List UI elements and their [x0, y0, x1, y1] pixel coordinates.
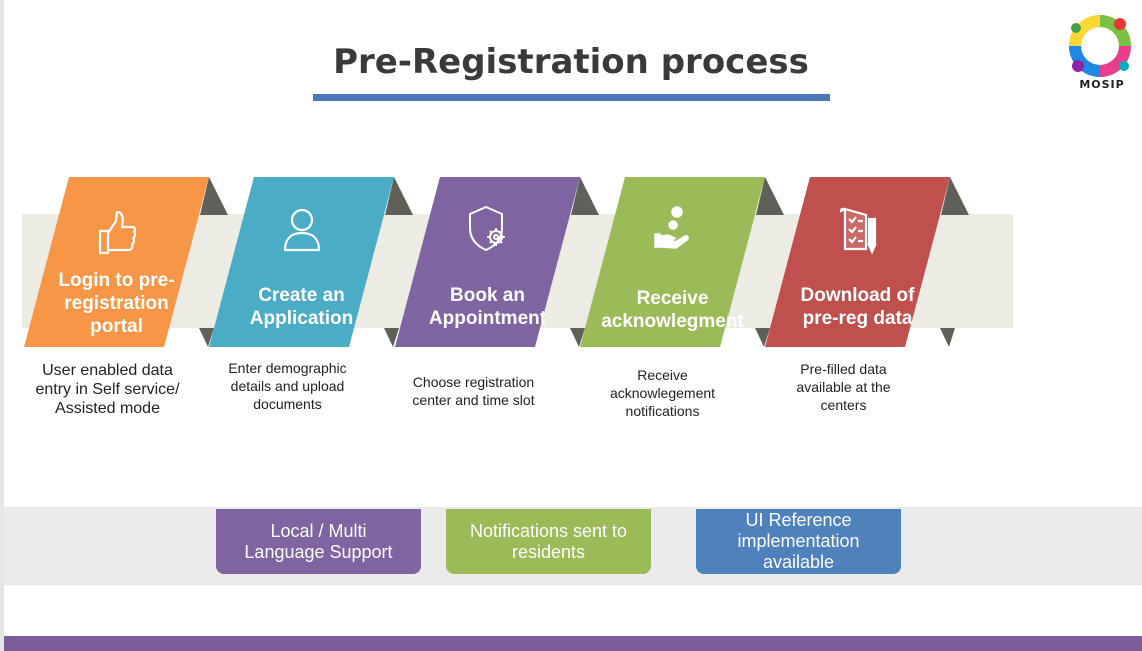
slide-title: Pre-Registration process — [333, 42, 809, 82]
hand-coin-icon — [580, 203, 765, 255]
ribbon-fold-bottom-1 — [199, 328, 214, 347]
step-login-label: Login to pre- registration portal — [58, 270, 175, 337]
logo-wordmark: MOSIP — [1079, 78, 1125, 91]
feature-language-support: Local / Multi Language Support — [216, 509, 421, 574]
step-create-application-label: Create an Application — [249, 285, 354, 329]
documents-icon — [765, 204, 950, 256]
feature-notifications: Notifications sent to residents — [446, 509, 651, 574]
ribbon-fold-bottom-3 — [570, 328, 585, 347]
step-login-shape — [24, 177, 209, 347]
feature-ui-reference: UI Reference implementation available — [696, 509, 901, 574]
mosip-logo: MOSIP — [1062, 10, 1142, 100]
step-download-data: Download of pre-reg data — [765, 177, 950, 347]
step-create-application-description: Enter demographic details and upload doc… — [228, 360, 347, 412]
step-book-appointment-label: Book an Appointment — [428, 285, 547, 329]
step-download-data-shape — [765, 177, 950, 347]
step-receive-acknowledgment-shape — [580, 177, 765, 347]
ribbon-fold-top-4 — [756, 177, 784, 215]
thumbs-up-icon — [24, 207, 209, 259]
step-receive-acknowledgment: Receive acknowlegment — [580, 177, 765, 347]
step-download-data-label: Download of pre-reg data — [800, 285, 915, 329]
user-icon — [209, 203, 394, 255]
ribbon-fold-bottom-5 — [940, 328, 955, 347]
ribbon-fold-top-2 — [385, 177, 413, 215]
ribbon-fold-bottom-2 — [384, 328, 399, 347]
step-login: Login to pre- registration portal — [24, 177, 209, 347]
step-book-appointment-description: Choose registration center and time slot — [412, 374, 535, 408]
step-login-description: User enabled data entry in Self service/… — [35, 362, 180, 417]
ribbon-fold-top-5 — [941, 177, 969, 215]
ribbon-fold-top-3 — [571, 177, 599, 215]
shield-gear-icon — [395, 203, 580, 255]
step-book-appointment-shape — [395, 177, 580, 347]
ribbon-fold-top-1 — [200, 177, 228, 215]
step-receive-acknowledgment-description: Receive acknowlegement notifications — [609, 367, 716, 419]
ribbon-fold-bottom-4 — [755, 328, 770, 347]
step-download-data-description: Pre-filled data available at the centers — [796, 361, 891, 413]
step-create-application-shape — [209, 177, 394, 347]
step-book-appointment: Book an Appointment — [395, 177, 580, 347]
mosip-logo-ring-icon — [1069, 15, 1131, 77]
step-receive-acknowledgment-label: Receive acknowlegment — [601, 288, 744, 332]
slide-edge — [0, 0, 4, 651]
title-underline — [313, 94, 830, 101]
step-create-application: Create an Application — [209, 177, 394, 347]
footer-bar — [4, 636, 1142, 651]
